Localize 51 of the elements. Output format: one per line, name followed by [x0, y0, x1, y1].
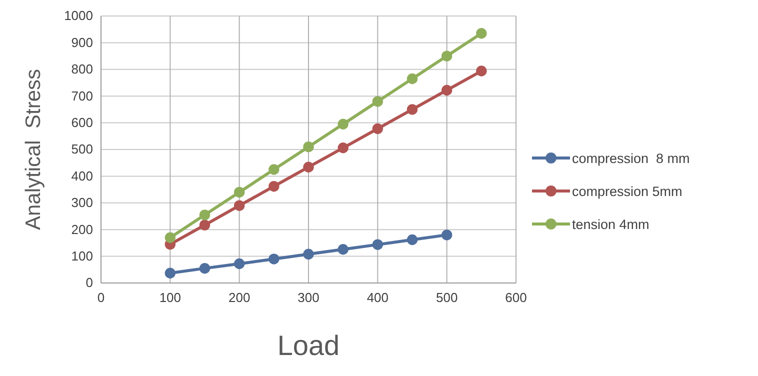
point — [372, 96, 384, 107]
point — [234, 186, 245, 198]
point — [372, 123, 384, 134]
point — [372, 239, 384, 250]
point — [338, 244, 348, 255]
point — [199, 220, 210, 230]
y-axis-title: Analytical Stress — [22, 68, 45, 230]
point — [268, 164, 280, 175]
point — [441, 84, 452, 96]
point — [268, 254, 280, 264]
point — [338, 142, 348, 154]
point — [268, 181, 280, 192]
point — [476, 28, 487, 39]
point — [441, 50, 452, 62]
x-tick-label: 300 — [298, 290, 320, 306]
point — [164, 268, 176, 278]
point — [234, 200, 245, 211]
y-tick-label: 300 — [71, 195, 93, 210]
point — [406, 73, 418, 84]
y-tick-label: 500 — [71, 142, 93, 157]
point — [199, 210, 210, 220]
x-tick-label: 0 — [97, 290, 105, 306]
point — [476, 66, 487, 76]
y-tick-label: 700 — [71, 88, 93, 104]
point — [338, 118, 348, 130]
y-tick-label: 400 — [71, 168, 93, 184]
point — [406, 104, 418, 115]
point — [164, 232, 176, 243]
point — [303, 248, 314, 260]
legend-label: tension 4mm — [572, 217, 650, 232]
legend-label: compression 5mm — [572, 184, 682, 199]
y-tick-label: 1000 — [64, 8, 93, 24]
y-tick-label: 200 — [71, 222, 93, 237]
x-tick-label: 600 — [505, 290, 527, 306]
x-tick-label: 100 — [159, 290, 182, 306]
legend-label: compression 8 mm — [572, 151, 690, 166]
point — [199, 262, 210, 274]
x-tick-label: 400 — [366, 290, 389, 306]
y-tick-label: 100 — [71, 248, 93, 264]
point — [234, 258, 245, 270]
y-tick-label: 900 — [71, 34, 93, 50]
point — [406, 234, 418, 246]
point — [303, 162, 314, 172]
y-tick-label: 800 — [71, 62, 93, 77]
point — [303, 141, 314, 152]
x-axis-title: Load — [277, 330, 340, 361]
y-tick-label: 600 — [71, 114, 93, 130]
y-tick-label: 0 — [86, 275, 93, 290]
x-tick-label: 200 — [228, 290, 250, 306]
point — [441, 230, 452, 240]
x-tick-label: 500 — [436, 290, 458, 306]
